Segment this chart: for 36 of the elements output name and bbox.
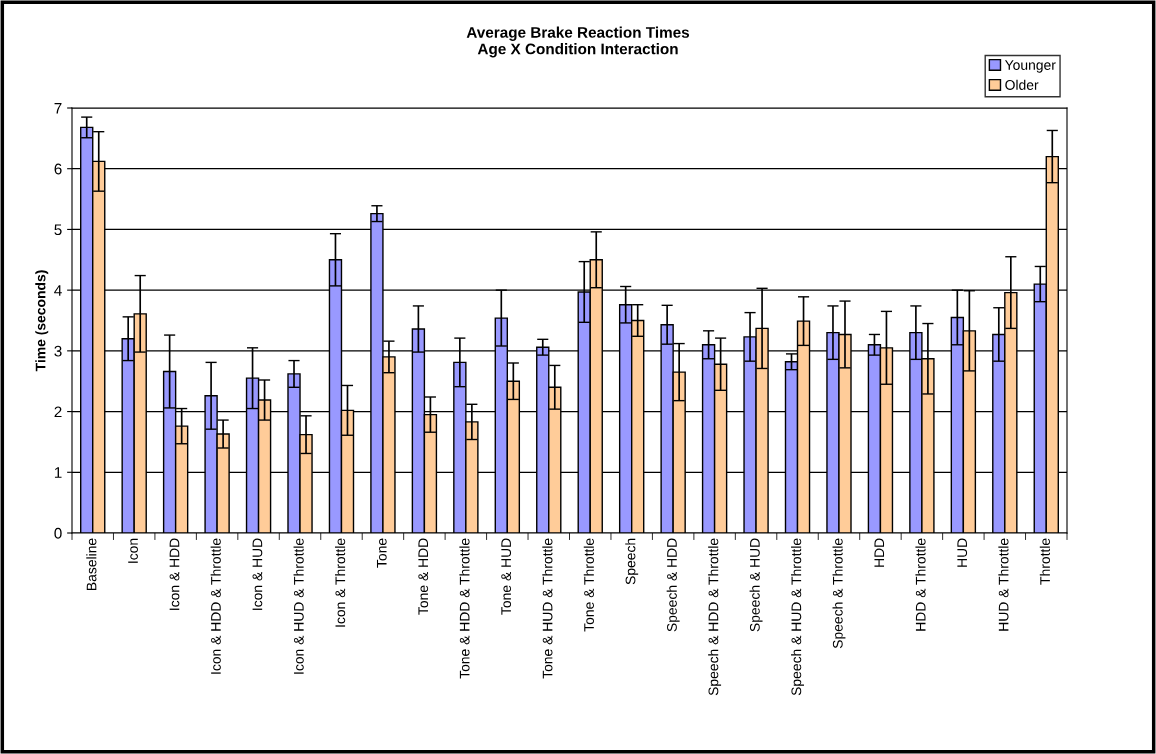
legend-label: Younger (1004, 60, 1056, 73)
x-tick-label: HUD (957, 538, 968, 567)
x-tick-label: Icon & HUD (252, 538, 263, 610)
x-tick-label: Tone & HUD (501, 538, 512, 615)
x-tick-label: Tone & HDD (418, 538, 429, 615)
y-tick-label: 5 (54, 224, 62, 236)
legend-label: Older (1005, 79, 1039, 90)
x-tick-label: Tone & HDD & Throttle (459, 538, 470, 679)
chart-title: Average Brake Reaction Times Age X Condition Interaction (466, 26, 690, 58)
y-tick-label: 4 (54, 285, 62, 296)
x-tick-label: Icon & HDD & Throttle (210, 538, 221, 674)
x-tick-label: Icon & HUD & Throttle (293, 538, 304, 674)
x-tick-label: Speech & HDD & Throttle (708, 538, 722, 696)
y-tick-label: 2 (54, 406, 62, 418)
x-tick-label: Speech & Throttle (832, 538, 846, 649)
y-tick-label: 1 (54, 467, 62, 478)
x-tick-label: Speech & HDD (666, 538, 680, 632)
x-tick-label: HDD (874, 538, 885, 567)
y-tick-label: 3 (54, 345, 62, 357)
x-tick-label: HDD & Throttle (915, 538, 926, 631)
x-tick-label: Throttle (1039, 538, 1050, 585)
x-tick-label: Tone & Throttle (583, 538, 594, 632)
x-tick-label: Icon & Throttle (335, 538, 346, 627)
y-axis-title: Time (seconds) (35, 270, 49, 372)
x-tick-label: Baseline (86, 538, 97, 590)
x-tick-label: Tone (376, 538, 387, 568)
x-tick-label: Speech & HUD & Throttle (791, 538, 804, 696)
x-tick-label: Tone & HUD & Throttle (542, 538, 553, 679)
x-tick-label: Speech (625, 538, 639, 585)
x-tick-label: Icon & HDD (169, 538, 180, 610)
y-tick-label: 6 (54, 163, 62, 175)
x-tick-label: HUD & Throttle (998, 538, 1009, 631)
y-tick-label: 7 (54, 103, 62, 114)
y-tick-label: 0 (54, 527, 62, 539)
x-tick-label: Icon (128, 538, 138, 563)
x-tick-label: Speech & HUD (749, 538, 763, 632)
